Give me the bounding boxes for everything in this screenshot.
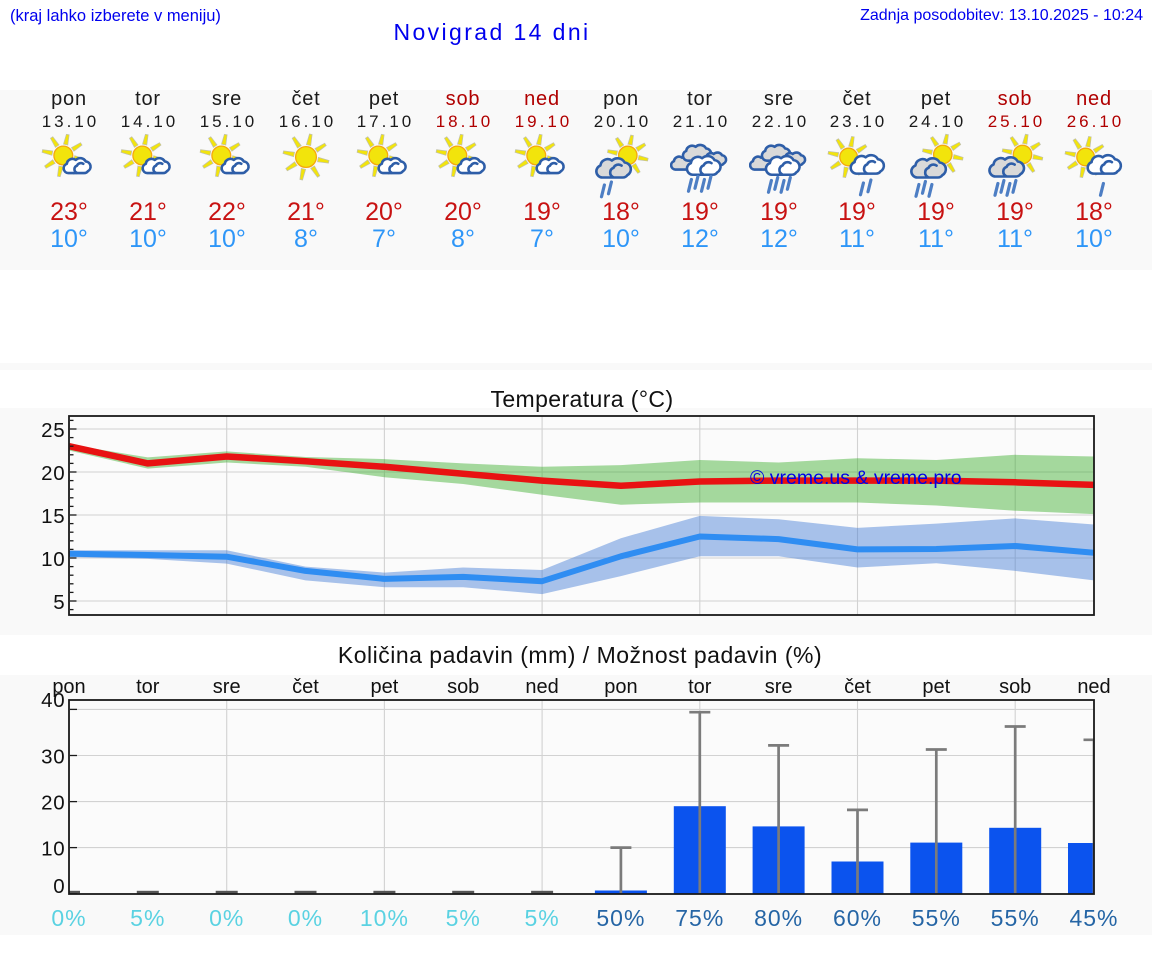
svg-text:30: 30 [41, 746, 65, 769]
svg-text:20: 20 [41, 792, 65, 815]
svg-text:40: 40 [41, 689, 65, 712]
svg-text:10%: 10% [360, 905, 409, 931]
svg-text:pet: pet [370, 676, 398, 698]
svg-text:tor: tor [136, 676, 160, 698]
svg-text:15: 15 [41, 505, 65, 528]
svg-text:0%: 0% [288, 905, 323, 931]
svg-text:sre: sre [213, 676, 241, 698]
svg-text:ned: ned [525, 676, 558, 698]
svg-text:0%: 0% [209, 905, 244, 931]
svg-text:čet: čet [292, 676, 319, 698]
svg-text:80%: 80% [754, 905, 803, 931]
svg-text:45%: 45% [1069, 905, 1118, 931]
svg-text:sre: sre [765, 676, 793, 698]
svg-text:25: 25 [41, 419, 65, 442]
svg-text:10: 10 [41, 838, 65, 861]
svg-text:75%: 75% [675, 905, 724, 931]
svg-text:50%: 50% [596, 905, 645, 931]
svg-text:10: 10 [41, 548, 65, 571]
svg-text:0: 0 [53, 875, 65, 898]
svg-text:sob: sob [999, 676, 1031, 698]
svg-text:60%: 60% [833, 905, 882, 931]
svg-text:5%: 5% [130, 905, 165, 931]
svg-text:tor: tor [688, 676, 712, 698]
svg-text:pet: pet [922, 676, 950, 698]
svg-text:pon: pon [52, 676, 85, 698]
svg-text:20: 20 [41, 462, 65, 485]
svg-text:ned: ned [1077, 676, 1110, 698]
svg-text:5%: 5% [446, 905, 481, 931]
svg-text:55%: 55% [912, 905, 961, 931]
svg-text:© vreme.us & vreme.pro: © vreme.us & vreme.pro [750, 467, 962, 489]
svg-text:5%: 5% [524, 905, 559, 931]
svg-text:55%: 55% [991, 905, 1040, 931]
svg-text:0%: 0% [51, 905, 86, 931]
svg-text:čet: čet [844, 676, 871, 698]
svg-text:sob: sob [447, 676, 479, 698]
svg-text:pon: pon [604, 676, 637, 698]
svg-text:5: 5 [53, 591, 65, 614]
